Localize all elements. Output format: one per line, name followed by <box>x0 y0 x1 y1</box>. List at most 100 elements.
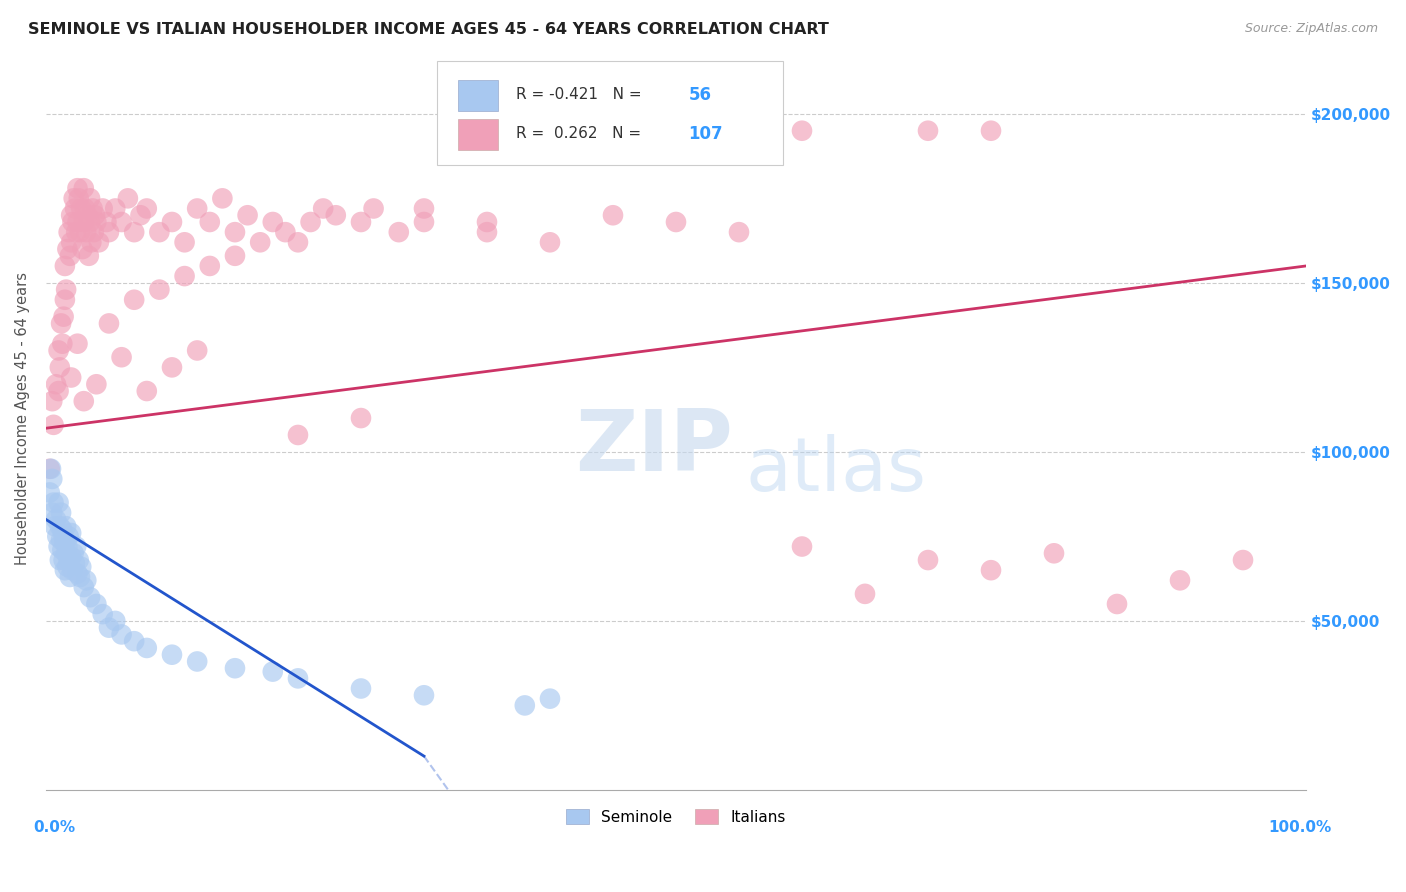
Point <box>790 124 813 138</box>
Point <box>363 202 385 216</box>
Point <box>1043 546 1066 560</box>
Point <box>287 428 309 442</box>
Point <box>69 225 91 239</box>
Point <box>186 202 208 216</box>
Point <box>79 191 101 205</box>
Point <box>475 215 498 229</box>
FancyBboxPatch shape <box>437 61 783 165</box>
Point <box>129 208 152 222</box>
Point <box>325 208 347 222</box>
Point <box>42 417 65 432</box>
Point <box>160 360 183 375</box>
Point <box>198 259 221 273</box>
Point <box>58 225 80 239</box>
Point <box>173 235 195 250</box>
Point <box>66 215 89 229</box>
Point <box>75 574 97 588</box>
Point <box>853 587 876 601</box>
Text: 0.0%: 0.0% <box>34 820 76 835</box>
Text: 56: 56 <box>689 86 711 103</box>
Point <box>48 384 70 398</box>
Text: R = -0.421   N =: R = -0.421 N = <box>516 87 651 102</box>
Point <box>73 394 96 409</box>
Text: 100.0%: 100.0% <box>1268 820 1331 835</box>
Point <box>70 559 93 574</box>
Point <box>122 293 145 307</box>
Point <box>79 591 101 605</box>
Point <box>211 191 233 205</box>
Point <box>104 614 127 628</box>
Text: atlas: atlas <box>745 434 927 507</box>
Point <box>538 134 561 148</box>
Point <box>110 215 132 229</box>
Text: SEMINOLE VS ITALIAN HOUSEHOLDER INCOME AGES 45 - 64 YEARS CORRELATION CHART: SEMINOLE VS ITALIAN HOUSEHOLDER INCOME A… <box>28 22 830 37</box>
Point <box>38 485 60 500</box>
Legend: Seminole, Italians: Seminole, Italians <box>560 803 792 830</box>
Point <box>350 411 373 425</box>
Point <box>52 553 75 567</box>
Point <box>65 225 87 239</box>
Point <box>728 124 751 138</box>
Point <box>91 202 114 216</box>
Point <box>538 691 561 706</box>
Point <box>86 377 108 392</box>
Point <box>56 540 79 554</box>
Point <box>77 249 100 263</box>
Point <box>42 495 65 509</box>
Point <box>274 225 297 239</box>
Point <box>122 634 145 648</box>
Point <box>59 570 82 584</box>
Point <box>52 529 75 543</box>
Point <box>60 208 83 222</box>
Point <box>350 215 373 229</box>
Point <box>110 350 132 364</box>
Point <box>82 202 104 216</box>
Point <box>262 215 284 229</box>
Point <box>41 506 63 520</box>
Point <box>475 225 498 239</box>
Point <box>1168 574 1191 588</box>
Point <box>38 462 60 476</box>
Point <box>72 242 94 256</box>
Point <box>602 208 624 222</box>
Point <box>413 688 436 702</box>
Point <box>917 553 939 567</box>
Bar <box>458 79 498 111</box>
Point <box>51 523 73 537</box>
Point <box>55 519 77 533</box>
Point <box>86 215 108 229</box>
Point <box>46 529 69 543</box>
Point <box>86 597 108 611</box>
Point <box>58 529 80 543</box>
Point <box>83 225 105 239</box>
Point <box>198 215 221 229</box>
Point <box>60 235 83 250</box>
Point <box>59 249 82 263</box>
Point <box>76 208 98 222</box>
Point <box>117 191 139 205</box>
Point <box>49 553 72 567</box>
Point <box>262 665 284 679</box>
Point <box>62 546 84 560</box>
Point <box>388 225 411 239</box>
Point <box>1105 597 1128 611</box>
Point <box>48 540 70 554</box>
Point <box>51 336 73 351</box>
Point <box>58 553 80 567</box>
Point <box>73 215 96 229</box>
Point <box>44 519 66 533</box>
Point <box>56 559 79 574</box>
Point <box>413 215 436 229</box>
Point <box>60 549 83 564</box>
Point <box>312 202 335 216</box>
Point <box>110 627 132 641</box>
Point <box>39 462 62 476</box>
Point <box>186 343 208 358</box>
Point <box>135 202 157 216</box>
Point <box>66 336 89 351</box>
Point <box>49 519 72 533</box>
Point <box>513 698 536 713</box>
Point <box>63 557 86 571</box>
Point <box>173 269 195 284</box>
Point <box>55 283 77 297</box>
